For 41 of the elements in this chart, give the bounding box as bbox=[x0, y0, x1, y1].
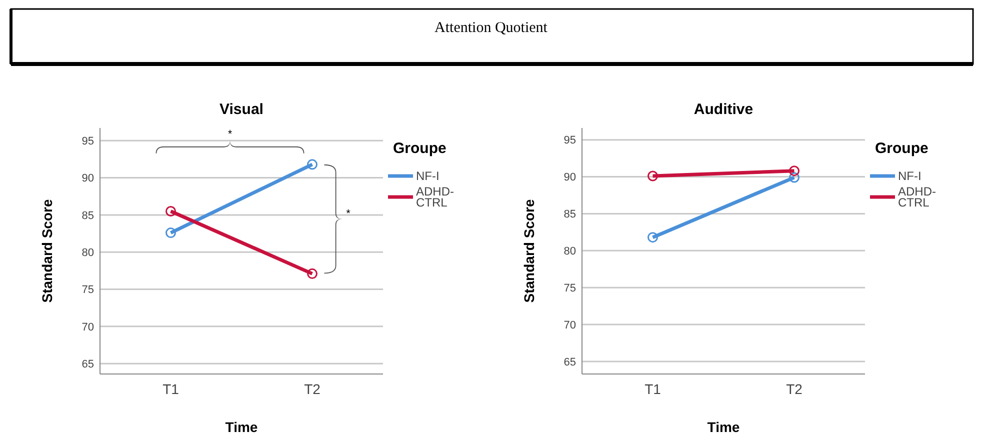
point bbox=[648, 170, 658, 182]
y-tick-label: 70 bbox=[564, 319, 576, 332]
y-axis-title: Standard Score bbox=[521, 199, 537, 303]
legend-label: NF-I bbox=[898, 169, 922, 184]
x-axis-title: Time bbox=[225, 419, 258, 435]
x-tick-label: T2 bbox=[786, 381, 803, 397]
y-tick-label: 80 bbox=[82, 246, 94, 259]
x-axis-title: Time bbox=[707, 419, 740, 435]
point bbox=[307, 159, 318, 170]
y-tick-label: 90 bbox=[82, 172, 94, 185]
point bbox=[789, 172, 800, 183]
y-tick-label: 70 bbox=[82, 321, 94, 334]
y-tick-label: 65 bbox=[82, 358, 94, 370]
y-tick-label: 65 bbox=[564, 356, 576, 368]
point bbox=[166, 228, 176, 238]
point bbox=[648, 232, 658, 243]
y-tick-label: 95 bbox=[82, 135, 94, 148]
y-tick-label: 75 bbox=[82, 284, 94, 296]
x-tick-label: T1 bbox=[644, 381, 662, 397]
y-tick-label: 80 bbox=[564, 245, 576, 258]
y-tick-label: 85 bbox=[82, 210, 94, 222]
legend-title: Groupe bbox=[875, 140, 928, 157]
y-tick-label: 95 bbox=[564, 134, 576, 147]
annotation: * bbox=[346, 208, 352, 220]
annotation: * bbox=[228, 128, 233, 140]
y-tick-label: 90 bbox=[564, 172, 576, 184]
y-axis-title: Standard Score bbox=[39, 199, 55, 303]
chart-title: Visual bbox=[220, 101, 264, 118]
legend-title: Groupe bbox=[393, 140, 446, 157]
x-tick-label: T2 bbox=[304, 381, 321, 397]
legend-label: NF-I bbox=[416, 169, 440, 184]
legend-label: ADHD-CTRL bbox=[416, 184, 454, 210]
chart-title: Auditive bbox=[694, 101, 754, 118]
text: Attention Quotient bbox=[434, 20, 548, 36]
legend-label: ADHD-CTRL bbox=[898, 184, 936, 210]
point bbox=[789, 166, 800, 176]
point bbox=[307, 268, 318, 279]
y-tick-label: 75 bbox=[564, 282, 576, 294]
y-tick-label: 85 bbox=[564, 208, 576, 221]
point bbox=[166, 206, 176, 216]
x-tick-label: T1 bbox=[162, 381, 180, 397]
